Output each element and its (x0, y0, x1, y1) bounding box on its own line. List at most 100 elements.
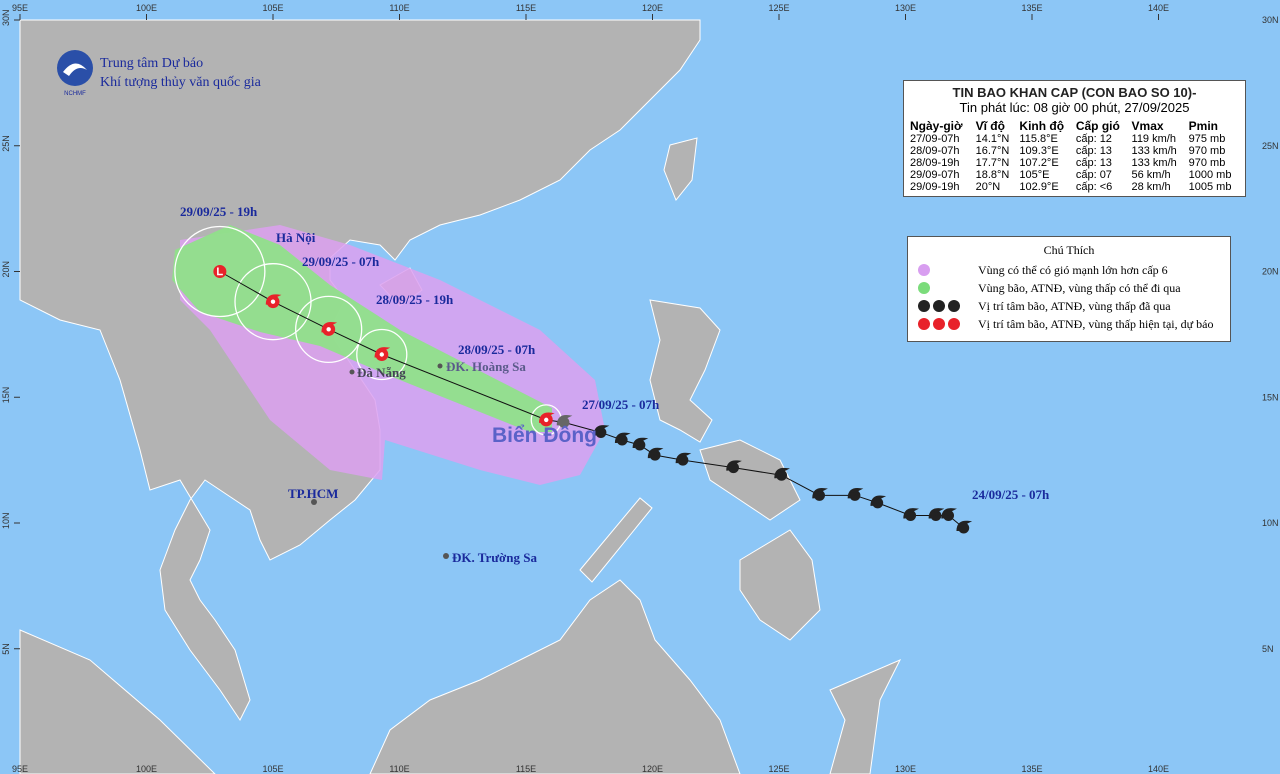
uncertainty-circle (356, 328, 408, 381)
past-swirl (593, 425, 610, 436)
past-swirl (556, 415, 573, 426)
x-tick-label: 115E (516, 3, 536, 13)
legend-item: Vị trí tâm bão, ATNĐ, vùng thấp hiện tại… (908, 315, 1230, 333)
legend-swatch (933, 318, 945, 330)
legend-swatch (918, 264, 930, 276)
table-cell: 28 km/h (1131, 181, 1171, 193)
past-swirl (812, 488, 828, 499)
x-tick-label: 105E (262, 3, 283, 13)
place-label: Hà Nội (276, 230, 316, 245)
sulawesi (829, 659, 902, 774)
legend-item: Vùng có thể có gió mạnh lớn hơn cấp 6 (908, 261, 1230, 279)
place-dot (349, 369, 355, 375)
table-cell: 16.7°N (975, 145, 1010, 157)
storm-core (544, 417, 549, 423)
low-symbol (217, 267, 223, 276)
bulletin-title: TIN BAO KHAN CAP (CON BAO SO 10)- (952, 85, 1197, 100)
legend-icons (918, 282, 978, 294)
table-row: 29/09-07h 18.8°N 105°E cấp: 07 56 km/h 1000 m… (908, 169, 1241, 181)
y-tick-label: 30N (1, 9, 11, 26)
table-row: 28/09-07h 16.7°N 109.3°E cấp: 13 133 km/h 970… (908, 145, 1241, 157)
table-cell: 133 km/h (1131, 157, 1177, 169)
table-cell: cấp: 07 (1075, 169, 1112, 181)
x-tick-label: 110E (389, 764, 409, 774)
y-tick-label: 20N (1262, 267, 1279, 277)
legend-item: Vị trí tâm bão, ATNĐ, vùng thấp đã qua (908, 297, 1230, 315)
table-cell: 105°E (1019, 169, 1050, 181)
table-row: 27/09-07h 14.1°N 115.8°E cấp: 12 119 km/h 975… (908, 133, 1241, 145)
column-header: Cấp gió (1075, 119, 1120, 133)
x-tick-label: 125E (768, 3, 789, 13)
y-tick-label: 20N (1, 261, 11, 278)
borneo (369, 579, 741, 774)
past-swirl (941, 508, 957, 519)
legend-text: Vị trí tâm bão, ATNĐ, vùng thấp đã qua (978, 298, 1171, 313)
sea-label: Biển Đông (492, 424, 597, 447)
table-row: 28/09-19h 17.7°N 107.2°E cấp: 13 133 km/h 970… (908, 157, 1241, 169)
x-tick-label: 105E (262, 764, 283, 774)
place-label: ĐK. Hoàng Sa (446, 359, 526, 374)
legend-swatch (918, 318, 930, 330)
sumatra (19, 629, 216, 774)
radius-circles (174, 225, 562, 436)
legend-swatch (933, 300, 945, 312)
agency-line: Trung tâm Dự báo (100, 56, 204, 71)
table-cell: 20°N (975, 181, 1001, 193)
place-dot (311, 499, 317, 505)
logo-text: NCHMF (64, 91, 86, 97)
past-swirl (647, 447, 664, 459)
legend-swatch (948, 318, 960, 330)
visayas (699, 439, 801, 521)
table-row: 29/09-19h 20°N 102.9°E cấp: <6 28 km/h 1005 m… (908, 181, 1241, 193)
legend-icons (918, 318, 978, 330)
past-swirl (726, 460, 742, 471)
forecast-position (213, 265, 227, 278)
bulletin: TIN BAO KHAN CAP (CON BAO SO 10)- Tin ph… (903, 80, 1246, 197)
mindanao (739, 529, 821, 641)
table-cell: 102.9°E (1019, 181, 1059, 193)
table-cell: 29/09-19h (910, 181, 960, 193)
place-label: TP.HCM (288, 486, 338, 501)
legend-text: Vùng có thể có gió mạnh lớn hơn cấp 6 (978, 262, 1168, 277)
table-cell: 133 km/h (1131, 145, 1177, 157)
table-cell: cấp: 13 (1075, 145, 1112, 157)
past-swirl (675, 452, 692, 464)
x-tick-label: 125E (768, 764, 789, 774)
mainland (19, 19, 701, 721)
column-header: Vĩ độ (975, 119, 1005, 133)
legend: Chú Thích Vùng có thể có gió mạnh lớn hơ… (907, 236, 1231, 342)
place-dot (443, 553, 449, 559)
uncertainty-circle (174, 225, 266, 318)
legend-swatch (918, 300, 930, 312)
table-cell: 970 mb (1188, 145, 1226, 157)
legend-icons (918, 264, 978, 276)
x-tick-label: 115E (516, 764, 536, 774)
x-tick-label: 100E (136, 764, 157, 774)
axis-ticks: 95E 95E 100E 100E 105E 105E 110E 110E 115E 115E 12… (1, 3, 1279, 774)
y-tick-label: 10N (1262, 518, 1279, 528)
x-tick-label: 95E (12, 764, 28, 774)
uncertainty-circle (295, 295, 363, 363)
logo: NCHMF (57, 50, 93, 97)
legend-item: Vùng bão, ATNĐ, vùng thấp có thể đi qua (908, 279, 1230, 297)
storm-core (270, 299, 276, 304)
y-tick-label: 25N (1, 135, 11, 152)
x-tick-label: 120E (642, 3, 663, 13)
x-tick-label: 135E (1021, 3, 1042, 13)
past-swirl (632, 437, 649, 449)
x-tick-label: 140E (1148, 3, 1169, 13)
table-cell: 28/09-19h (910, 157, 960, 169)
past-swirl (614, 432, 631, 444)
table-cell: 119 km/h (1131, 133, 1176, 145)
x-tick-label: 95E (12, 3, 28, 13)
table-cell: 27/09-07h (910, 133, 960, 145)
x-tick-label: 110E (389, 3, 409, 13)
table-cell: 109.3°E (1019, 145, 1059, 157)
time-label: 29/09/25 - 19h (180, 204, 258, 219)
column-header: Ngày-giờ (910, 119, 963, 133)
time-label: 24/09/25 - 07h (972, 487, 1050, 502)
column-header: Kinh độ (1019, 119, 1065, 133)
taiwan (663, 137, 698, 201)
uncertainty-circle (234, 263, 312, 341)
bulletin-issued: Tin phát lúc: 08 giờ 00 phút, 27/09/2025 (959, 100, 1190, 115)
